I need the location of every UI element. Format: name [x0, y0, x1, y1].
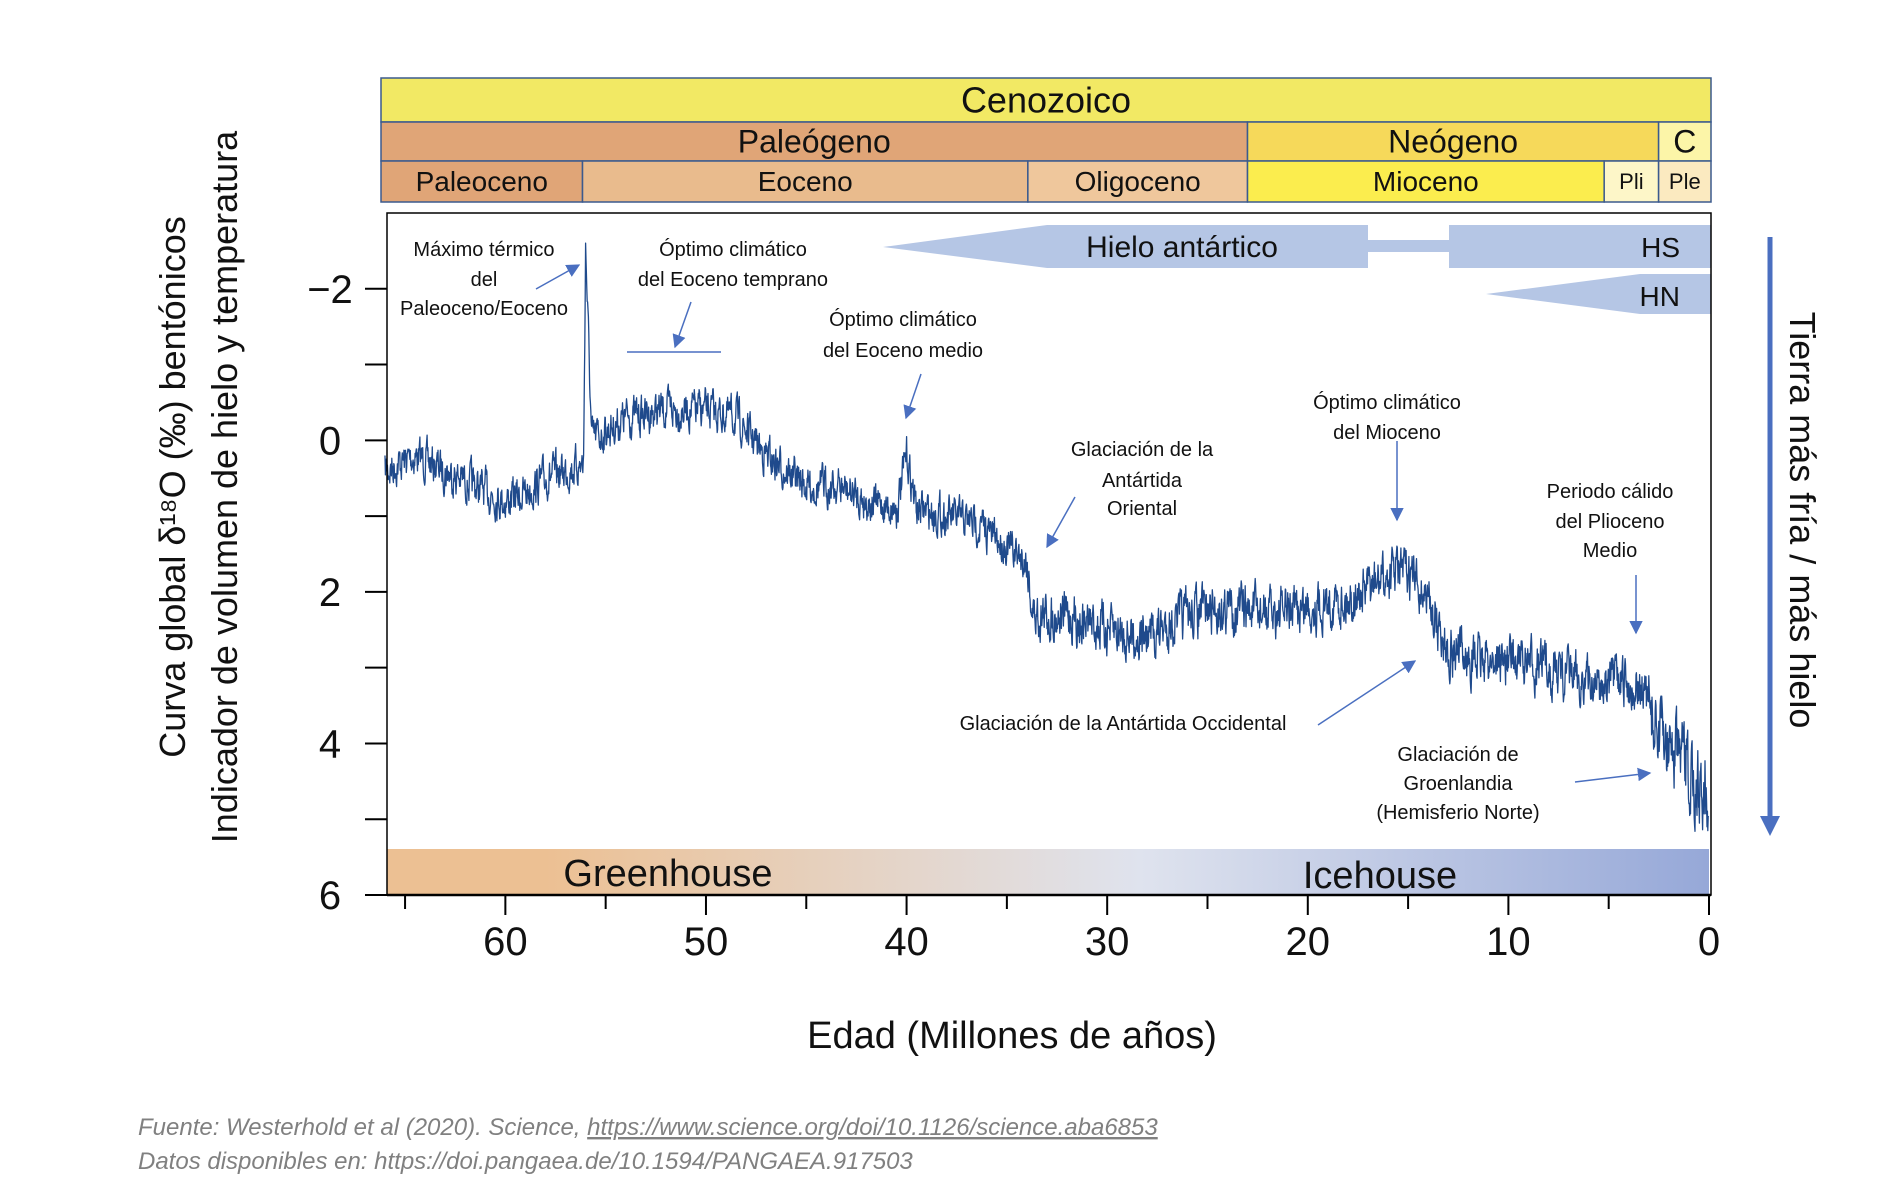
south-hemisphere-label: HS [1641, 232, 1680, 263]
arctic-ice-arrow [1486, 274, 1711, 314]
arrow-meco [903, 373, 922, 420]
x-axis-ticks: 60 50 40 30 20 10 0 [404, 895, 1720, 964]
annotation-meco: Óptimo climático [829, 308, 977, 331]
annotation-eeco: Óptimo climático [659, 238, 807, 261]
period-label: Neógeno [1388, 124, 1518, 160]
annotation-mco: del Mioceno [1333, 422, 1441, 444]
annotation-mpwp: del Plioceno [1556, 511, 1665, 533]
source-citation: Fuente: Westerhold et al (2020). Science… [138, 1114, 1158, 1141]
d18o-series-line [384, 242, 1710, 832]
data-availability: Datos disponibles en: https://doi.pangae… [138, 1148, 913, 1175]
y-tick-label: 0 [319, 419, 341, 463]
annotation-ghg: (Hemisferio Norte) [1376, 802, 1539, 824]
x-tick-label: 30 [1085, 920, 1130, 964]
annotation-mpwp: Medio [1583, 540, 1637, 562]
y-tick-label: 4 [319, 722, 341, 766]
epoch-label: Pli [1619, 169, 1643, 194]
antarctic-ice-connector [1368, 240, 1449, 252]
period-label: C [1673, 124, 1696, 160]
arrow-ghg [1574, 767, 1652, 783]
annotation-wag: Glaciación de la Antártida Occidental [960, 713, 1287, 735]
x-tick-label: 0 [1698, 920, 1720, 964]
annotation-mco: Óptimo climático [1313, 391, 1461, 414]
antarctic-ice-bar [1449, 225, 1711, 268]
epoch-label: Ple [1669, 169, 1701, 194]
annotation-petm: Paleoceno/Eoceno [400, 298, 568, 320]
epoch-cell [1246, 160, 1605, 203]
annotation-meco: del Eoceno medio [823, 340, 983, 362]
period-label: Paleógeno [738, 124, 891, 160]
x-tick-label: 20 [1286, 920, 1331, 964]
epoch-label: Oligoceno [1075, 166, 1201, 197]
y-tick-label: 2 [319, 571, 341, 615]
greenhouse-label: Greenhouse [563, 853, 772, 895]
epoch-label: Eoceno [758, 166, 853, 197]
period-cell [380, 121, 1249, 162]
antarctic-ice-label: Hielo antártico [1086, 231, 1278, 264]
arrow-eeco [672, 301, 692, 349]
x-tick-label: 50 [684, 920, 729, 964]
x-axis-label: Edad (Millones de años) [807, 1015, 1217, 1057]
epoch-cell [1657, 160, 1712, 203]
epoch-cell [581, 160, 1029, 203]
arrow-petm [535, 264, 581, 290]
epoch-cell [1603, 160, 1660, 203]
annotation-ghg: Groenlandia [1404, 773, 1514, 795]
epoch-label: Paleoceno [416, 166, 548, 197]
period-cell [1657, 121, 1712, 162]
annotation-eag: Oriental [1107, 498, 1177, 520]
annotation-eeco: del Eoceno temprano [638, 269, 828, 291]
y-axis-label-line-1: Curva global δ¹⁸O (‰) bentónicos [152, 216, 193, 757]
y-tick-label: 6 [319, 874, 341, 918]
epoch-label: Mioceno [1373, 166, 1479, 197]
x-tick-label: 40 [884, 920, 929, 964]
arrow-eag [1046, 496, 1076, 549]
y-tick-label: −2 [307, 268, 353, 312]
x-tick-label: 10 [1486, 920, 1531, 964]
source-link[interactable]: https://www.science.org/doi/10.1126/scie… [587, 1114, 1158, 1141]
arrow-wag [1317, 660, 1417, 726]
ice-bars: Hielo antártico HS HN [883, 225, 1711, 314]
icehouse-label: Icehouse [1303, 855, 1457, 897]
north-hemisphere-label: HN [1640, 281, 1680, 312]
y-axis-ticks: −2 0 2 4 6 [307, 268, 387, 918]
epoch-cell [1027, 160, 1249, 203]
annotations: Máximo térmico del Paleoceno/Eoceno Ópti… [400, 238, 1673, 824]
annotation-eag: Antártida [1102, 470, 1183, 492]
annotation-mpwp: Periodo cálido [1547, 481, 1674, 503]
period-cell [1246, 121, 1660, 162]
annotation-petm: del [471, 269, 498, 291]
antarctic-ice-arrow [883, 225, 1368, 268]
y-axis-label-line-2: Indicador de volumen de hielo y temperat… [204, 130, 245, 843]
climate-state-bar: Greenhouse Icehouse [387, 849, 1709, 897]
annotation-eag: Glaciación de la [1071, 439, 1214, 461]
annotation-ghg: Glaciación de [1397, 744, 1518, 766]
geologic-timescale: Cenozoico Paleógeno Neógeno C Paleoceno Eocen… [380, 77, 1712, 203]
annotation-petm: Máximo térmico [413, 239, 554, 261]
era-cell [380, 77, 1712, 123]
axes [386, 212, 1712, 897]
colder-arrow-label: Tierra más fría / más hielo [1782, 312, 1823, 729]
era-label: Cenozoico [961, 80, 1131, 121]
x-tick-label: 60 [483, 920, 528, 964]
epoch-cell [380, 160, 584, 203]
